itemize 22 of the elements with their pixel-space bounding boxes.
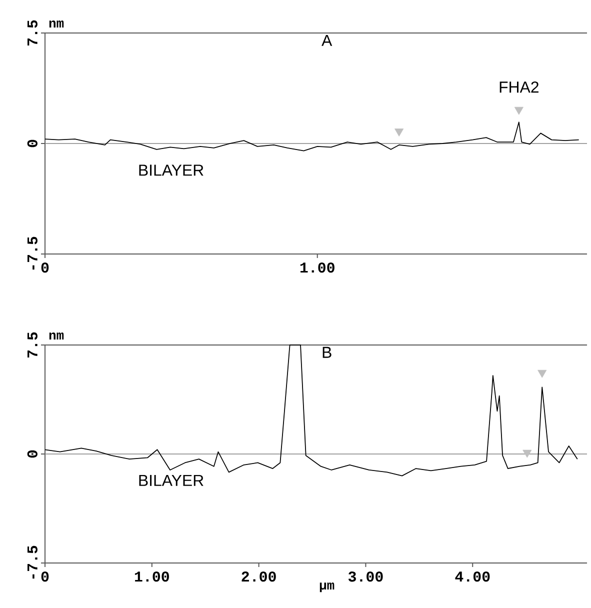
x-tick-label: 1.00 — [134, 572, 169, 582]
line-series — [44, 344, 578, 476]
y-tick-label: -7.5 — [27, 546, 38, 579]
x-axis-title: μm — [320, 582, 334, 592]
chart-title: B — [322, 346, 332, 358]
chart-title: A — [322, 34, 332, 46]
x-tick-label: 4.00 — [455, 572, 490, 582]
line-series — [44, 122, 580, 152]
y-tick-label: 0 — [27, 450, 38, 458]
annotation: BILAYER — [139, 164, 204, 176]
y-tick-label: 7.5 — [27, 20, 38, 46]
x-tick-label: 1.00 — [300, 262, 334, 273]
x-tick-label: 2.00 — [242, 572, 276, 582]
y-axis-title: nm — [49, 20, 64, 28]
y-tick-label: 0 — [27, 140, 38, 148]
x-tick-label: 0 — [41, 572, 49, 582]
y-axis-title: nm — [49, 332, 64, 340]
x-tick-label: 3.00 — [348, 572, 383, 582]
y-tick-label: -7.5 — [27, 236, 38, 270]
annotation: BILAYER — [139, 474, 204, 486]
y-tick-label: 7.5 — [27, 332, 38, 358]
annotation: FHA2 — [500, 81, 538, 93]
